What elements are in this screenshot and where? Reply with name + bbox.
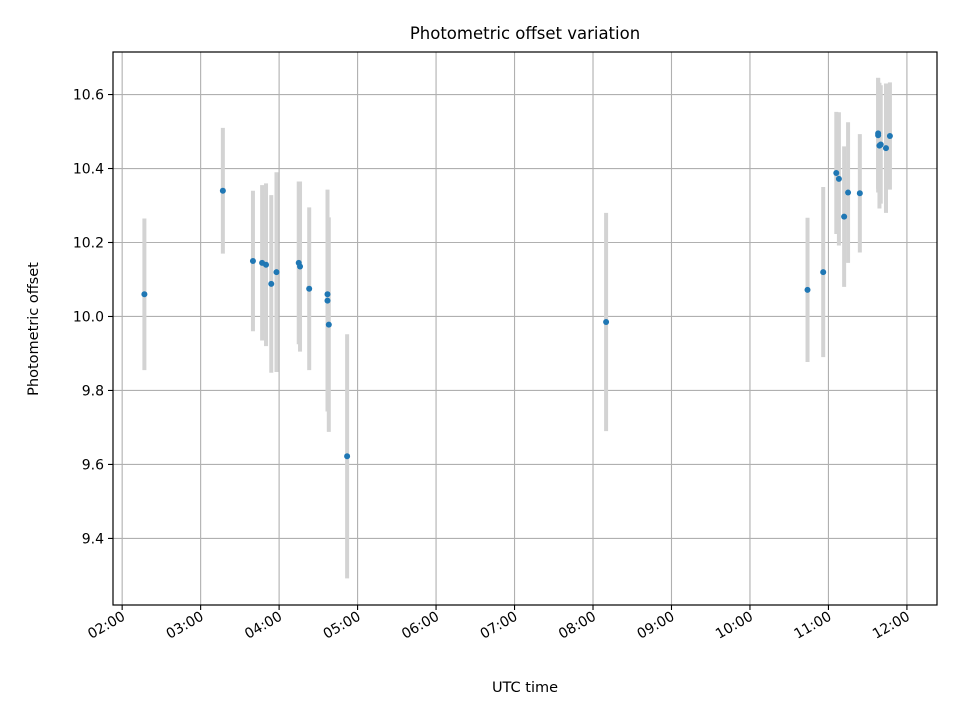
data-point	[845, 189, 852, 196]
data-point	[833, 169, 840, 176]
data-point	[877, 141, 884, 148]
plot-frame	[112, 51, 938, 606]
data-point	[273, 269, 280, 276]
y-axis-label: Photometric offset	[26, 262, 42, 396]
y-tick-label: 9.6	[82, 457, 104, 473]
y-tick-label: 10.6	[73, 88, 104, 104]
y-tick-label: 9.8	[82, 383, 104, 399]
data-point	[324, 297, 331, 304]
data-point	[886, 132, 893, 139]
data-point	[249, 257, 256, 264]
data-point	[141, 291, 148, 298]
data-point	[219, 187, 226, 194]
data-point	[882, 145, 889, 152]
data-point	[875, 130, 882, 137]
x-axis-label: UTC time	[492, 680, 558, 696]
y-tick-label: 10.0	[73, 309, 104, 325]
y-tick-label: 9.4	[82, 531, 104, 547]
data-point	[804, 286, 811, 293]
y-tick-label: 10.2	[73, 235, 104, 251]
y-tick-label: 10.4	[73, 162, 104, 178]
data-point	[268, 280, 275, 287]
data-point	[325, 321, 332, 328]
grid	[113, 52, 937, 605]
data-point	[835, 175, 842, 182]
data-point	[603, 319, 610, 326]
data-points	[141, 130, 893, 460]
data-point	[820, 269, 827, 276]
data-point	[324, 291, 331, 298]
chart-title: Photometric offset variation	[410, 24, 640, 43]
data-point	[263, 261, 270, 268]
data-point	[306, 285, 313, 292]
data-point	[841, 213, 848, 220]
data-point	[297, 263, 304, 270]
data-point	[344, 453, 351, 460]
data-point	[856, 190, 863, 197]
y-axis-ticks: 9.4 9.6 9.8 10.0 10.2 10.4 10.6	[73, 88, 113, 547]
